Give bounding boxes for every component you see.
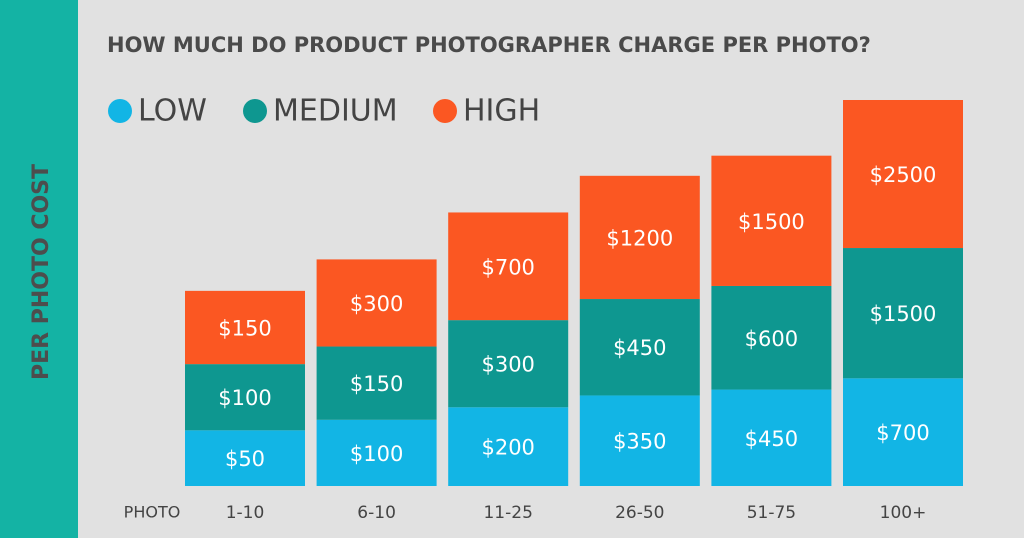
value-label: $600 [745,327,798,351]
value-label: $300 [481,353,534,377]
bar-segment [448,212,569,321]
value-label: $1500 [738,210,805,234]
bar-segment [448,407,569,486]
x-tick-label: 6-10 [357,503,396,523]
legend-label: HIGH [463,94,540,129]
value-label: $100 [350,442,403,466]
bar-segment [448,320,569,408]
chart-title: HOW MUCH DO PRODUCT PHOTOGRAPHER CHARGE … [107,33,871,57]
bar-segment [711,155,832,286]
value-label: $50 [225,447,265,471]
bar-segment [185,430,305,486]
bar-segment [579,175,700,300]
value-label: $1500 [870,302,937,326]
bar-segment [579,395,700,486]
x-tick-label: 51-75 [747,503,796,523]
bar-segment [316,346,437,420]
value-label: $100 [218,386,271,410]
value-label: $700 [481,255,534,279]
x-tick-label: 100+ [880,503,927,523]
bar-segment [711,285,832,390]
value-label: $150 [350,372,403,396]
value-label: $450 [613,336,666,360]
legend-swatch [108,99,132,123]
value-label: $200 [481,436,534,460]
legend-swatch [433,99,457,123]
legend-label: MEDIUM [273,94,398,129]
value-label: $1200 [606,226,673,250]
value-label: $300 [350,292,403,316]
bar-segment [185,290,305,365]
y-axis-label: PER PHOTO COST [29,164,54,380]
bar-segment [316,419,437,486]
value-label: $350 [613,430,666,454]
bar-segment [843,100,963,249]
bar-segment [711,389,832,486]
side-strip [0,0,78,538]
bar-segment [843,248,963,379]
legend-label: LOW [138,94,207,129]
bar-segment [579,299,700,396]
x-tick-label: 26-50 [615,503,664,523]
x-axis-label: PHOTO [124,503,181,522]
value-label: $450 [745,427,798,451]
x-tick-label: 11-25 [483,503,532,523]
bar-segment [316,259,437,347]
bar-segment [843,378,963,486]
legend-swatch [243,99,267,123]
value-label: $700 [876,421,929,445]
value-label: $2500 [870,163,937,187]
value-label: $150 [218,316,271,340]
bar-segment [185,364,305,431]
x-tick-label: 1-10 [226,503,265,523]
